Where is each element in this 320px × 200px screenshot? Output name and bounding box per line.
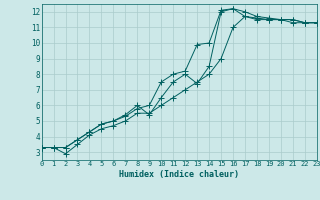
X-axis label: Humidex (Indice chaleur): Humidex (Indice chaleur) <box>119 170 239 179</box>
